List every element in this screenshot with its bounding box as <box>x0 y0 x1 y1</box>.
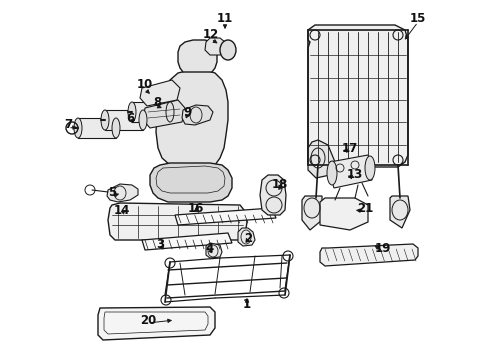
Text: 9: 9 <box>183 105 191 118</box>
Polygon shape <box>178 40 217 72</box>
Text: 18: 18 <box>272 179 288 192</box>
Polygon shape <box>238 228 255 246</box>
Ellipse shape <box>101 110 109 130</box>
Text: 2: 2 <box>244 231 252 244</box>
Text: 10: 10 <box>137 78 153 91</box>
Text: 19: 19 <box>375 242 391 255</box>
Polygon shape <box>150 163 232 202</box>
Text: 6: 6 <box>126 112 134 125</box>
Polygon shape <box>302 196 322 230</box>
Polygon shape <box>156 70 228 168</box>
Ellipse shape <box>166 102 174 122</box>
Polygon shape <box>108 203 247 240</box>
Ellipse shape <box>139 110 147 130</box>
Text: 21: 21 <box>357 202 373 215</box>
Polygon shape <box>320 244 418 266</box>
Text: 20: 20 <box>140 314 156 327</box>
Text: 17: 17 <box>342 141 358 154</box>
Text: 4: 4 <box>206 242 214 255</box>
Text: 8: 8 <box>153 95 161 108</box>
Polygon shape <box>175 208 276 225</box>
Polygon shape <box>98 307 215 340</box>
Polygon shape <box>107 184 138 202</box>
Text: 5: 5 <box>108 185 116 198</box>
Text: 3: 3 <box>156 238 164 252</box>
Ellipse shape <box>327 161 337 185</box>
Polygon shape <box>390 196 410 228</box>
Text: 11: 11 <box>217 12 233 24</box>
Polygon shape <box>140 80 180 106</box>
Polygon shape <box>308 140 335 178</box>
Ellipse shape <box>365 156 375 180</box>
Text: 12: 12 <box>203 28 219 41</box>
Polygon shape <box>132 102 170 122</box>
Text: 7: 7 <box>64 118 72 131</box>
Polygon shape <box>142 233 232 250</box>
Text: 1: 1 <box>243 298 251 311</box>
Polygon shape <box>78 118 116 138</box>
Ellipse shape <box>74 118 82 138</box>
Polygon shape <box>308 25 408 167</box>
Polygon shape <box>260 175 286 215</box>
Text: 13: 13 <box>347 168 363 181</box>
Ellipse shape <box>128 102 136 122</box>
Polygon shape <box>330 155 372 188</box>
Polygon shape <box>205 38 226 55</box>
Polygon shape <box>105 110 143 130</box>
Ellipse shape <box>220 40 236 60</box>
Polygon shape <box>143 100 185 128</box>
Ellipse shape <box>112 118 120 138</box>
Polygon shape <box>206 243 222 258</box>
Text: 14: 14 <box>114 203 130 216</box>
Polygon shape <box>320 198 368 230</box>
Text: 15: 15 <box>410 12 426 24</box>
Polygon shape <box>182 105 213 125</box>
Text: 16: 16 <box>188 202 204 215</box>
